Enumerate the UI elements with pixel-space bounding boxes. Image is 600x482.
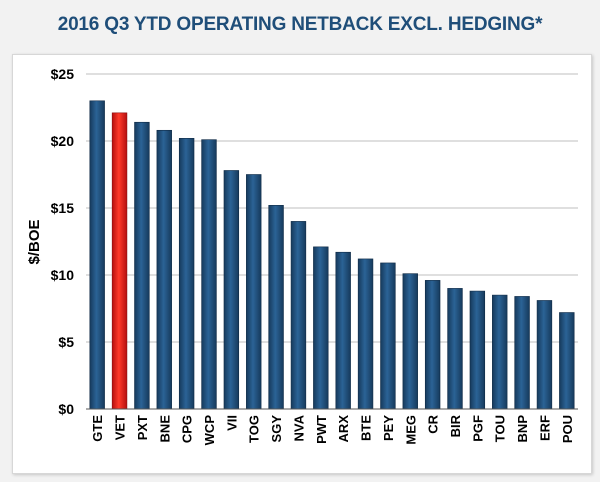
bar-pgf bbox=[469, 290, 486, 410]
x-tick-label: VII bbox=[224, 415, 239, 431]
bar-vii bbox=[223, 170, 240, 410]
x-tick-label: PGF bbox=[470, 415, 485, 442]
x-tick-label: BNP bbox=[515, 415, 530, 443]
bar-meg bbox=[402, 273, 418, 410]
x-tick-label: PEY bbox=[381, 415, 396, 441]
bar-pou bbox=[559, 312, 575, 410]
bar-sgy bbox=[268, 205, 284, 410]
bar-erf bbox=[536, 300, 553, 410]
bar-pwt bbox=[313, 246, 329, 410]
x-tick-label: BNE bbox=[157, 415, 172, 443]
chart-title: 2016 Q3 YTD OPERATING NETBACK EXCL. HEDG… bbox=[57, 14, 543, 35]
bar-arx bbox=[335, 251, 351, 410]
x-tick-label: SGY bbox=[269, 415, 284, 443]
bar-bne bbox=[156, 129, 172, 410]
bar-pey bbox=[380, 262, 396, 410]
y-tick-label: $15 bbox=[51, 200, 75, 216]
x-tick-label: BTE bbox=[359, 415, 374, 441]
y-tick-label: $20 bbox=[51, 133, 75, 149]
x-tick-label: MEG bbox=[403, 415, 418, 445]
x-tick-label: TOG bbox=[247, 415, 262, 443]
bar-tog bbox=[246, 174, 262, 410]
bar-cpg bbox=[178, 138, 195, 410]
x-tick-label: NVA bbox=[291, 414, 306, 441]
bar-bnp bbox=[514, 296, 530, 410]
y-tick-label: $25 bbox=[51, 66, 75, 82]
x-tick-label: ERF bbox=[537, 415, 552, 441]
bar-tou bbox=[492, 294, 508, 410]
x-tick-label: VET bbox=[113, 415, 128, 440]
bars bbox=[89, 100, 575, 410]
x-tick-label: GTE bbox=[90, 415, 105, 442]
y-tick-label: $0 bbox=[58, 401, 74, 417]
bar-vet bbox=[111, 112, 128, 410]
bar-bte bbox=[357, 258, 374, 410]
x-tick-label: BIR bbox=[448, 414, 463, 437]
bar-gte bbox=[89, 100, 105, 410]
bar-pxt bbox=[134, 121, 150, 410]
x-tick-label: POU bbox=[560, 415, 575, 443]
bar-nva bbox=[290, 221, 307, 410]
x-tick-label: ARX bbox=[336, 415, 351, 443]
y-axis-label: $/BOE bbox=[26, 219, 43, 264]
y-tick-label: $10 bbox=[51, 267, 75, 283]
x-axis-labels: GTE VET PXT BNE CPG WCP VII TOG SGY NVA PWT ARX BTE P… bbox=[90, 414, 575, 445]
y-tick-label: $5 bbox=[58, 334, 74, 350]
x-tick-label: CPG bbox=[180, 415, 195, 443]
x-tick-label: PXT bbox=[135, 415, 150, 440]
x-tick-label: TOU bbox=[493, 415, 508, 442]
x-tick-label: WCP bbox=[202, 415, 217, 446]
x-tick-label: PWT bbox=[314, 415, 329, 444]
bar-bir bbox=[447, 288, 463, 410]
bar-wcp bbox=[201, 139, 217, 410]
bar-cr bbox=[424, 280, 441, 410]
y-axis-ticks: $0 $5 $10 $15 $20 $25 bbox=[51, 66, 75, 417]
x-tick-label: CR bbox=[426, 414, 441, 433]
